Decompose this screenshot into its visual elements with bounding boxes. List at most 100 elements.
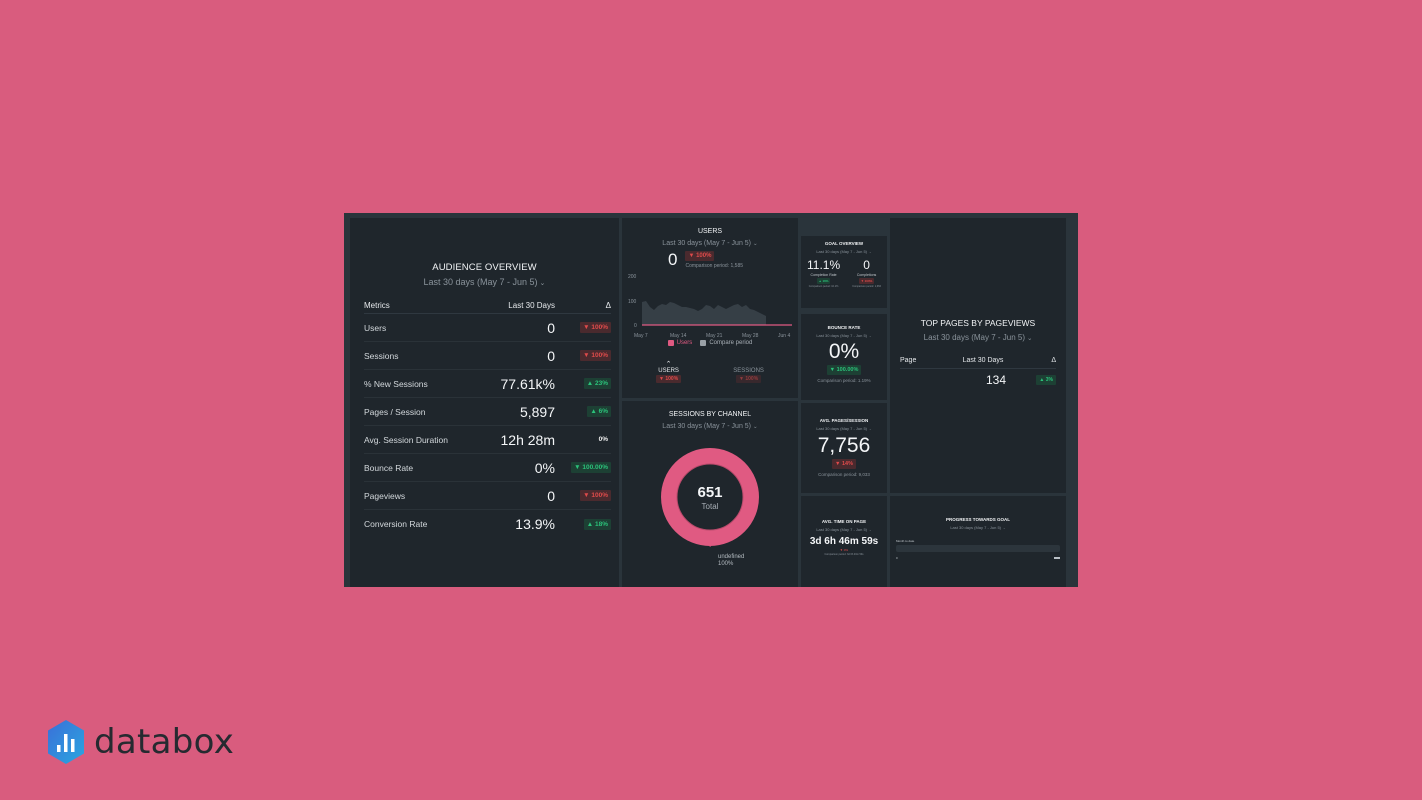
table-row: Pageviews 0 ▼ 100% <box>364 482 611 510</box>
dashboard: AUDIENCE OVERVIEW Last 30 days (May 7 - … <box>344 213 1078 587</box>
top-pages-table: Page Last 30 Days Δ 134 ▲ 3% <box>900 357 1056 391</box>
panel-title: BOUNCE RATE <box>827 325 861 330</box>
row-value: 0 <box>547 347 555 364</box>
users-kpi: 0 ▼ 100% Comparison period: 1,585 <box>668 250 798 270</box>
slice-name: undefined <box>718 554 745 560</box>
donut-center: 651 Total <box>660 447 760 547</box>
chevron-down-icon: ⌄ <box>869 334 872 338</box>
table-row: Sessions 0 ▼ 100% <box>364 342 611 370</box>
comparison-text: Comparison period: 3d 6h 46m 59s <box>824 553 864 556</box>
kpi-value: 0% <box>828 340 860 363</box>
header-metrics: Metrics <box>364 301 390 310</box>
chevron-down-icon: ⌄ <box>1027 335 1033 342</box>
legend-item-users[interactable]: Users <box>667 340 692 346</box>
comparison-text: Comparison period: 1.19% <box>817 378 871 383</box>
date-range-selector[interactable]: Last 30 days (May 7 - Jun 5) ⌄ <box>923 333 1033 342</box>
panel-title: AVG. TIME ON PAGE <box>821 519 867 524</box>
chevron-down-icon: ⌄ <box>753 424 758 430</box>
checkbox-icon[interactable] <box>700 340 707 346</box>
row-label: Pageviews <box>364 490 406 501</box>
progress-label: Month to date <box>896 539 915 543</box>
delta-badge: ▲ 23% <box>583 378 611 389</box>
chevron-down-icon: ⌄ <box>869 528 872 532</box>
date-range-selector[interactable]: Last 30 days (May 7 - Jun 5) ⌄ <box>816 426 872 431</box>
panel-title: GOAL OVERVIEW <box>824 241 864 246</box>
progress-bar <box>896 545 1060 552</box>
date-range-selector[interactable]: Last 30 days (May 7 - Jun 5) ⌄ <box>662 423 758 430</box>
row-label: Pages / Session <box>364 406 426 417</box>
delta-badge: ▼ 100.00% <box>826 365 862 375</box>
date-range-selector[interactable]: Last 30 days (May 7 - Jun 5) ⌄ <box>816 249 872 254</box>
legend-label: Compare period <box>709 340 753 346</box>
svg-text:May 14: May 14 <box>670 333 687 338</box>
row-value: 0 <box>547 487 555 504</box>
date-range-selector[interactable]: Last 30 days (May 7 - Jun 5) ⌄ <box>816 527 872 532</box>
row-value: 134 <box>985 373 1006 387</box>
progress-min: 0 <box>896 556 898 560</box>
progress-max-marker <box>1054 557 1060 559</box>
delta-badge: 0% <box>598 436 608 443</box>
delta-badge: ▼ 0% <box>839 548 849 552</box>
table-row: Conversion Rate 13.9% ▲ 18% <box>364 510 611 538</box>
header-delta: Δ <box>1051 357 1056 364</box>
comparison-text: Comparison period: 9,033 <box>818 472 870 477</box>
delta-badge: ▼ 100.00% <box>571 462 611 473</box>
progress-towards-goal-panel: PROGRESS TOWARDS GOAL Last 30 days (May … <box>890 496 1066 587</box>
row-value: 12h 28m <box>500 431 555 448</box>
users-panel: USERS Last 30 days (May 7 - Jun 5) ⌄ 0 ▼ … <box>622 218 798 398</box>
row-label: Conversion Rate <box>364 519 428 529</box>
svg-text:May 28: May 28 <box>742 333 759 338</box>
tab-sessions[interactable]: ⌃ SESSIONS ▼ 100% <box>733 362 764 383</box>
top-pages-panel: TOP PAGES BY PAGEVIEWS Last 30 days (May… <box>890 218 1066 493</box>
comparison-text: Comparison period: 1,666 <box>852 285 881 288</box>
row-value: 0% <box>534 459 555 476</box>
date-range-selector[interactable]: Last 30 days (May 7 - Jun 5) ⌄ <box>950 525 1006 530</box>
donut-chart[interactable] <box>660 447 760 547</box>
bounce-rate-panel: BOUNCE RATE Last 30 days (May 7 - Jun 5)… <box>801 314 887 400</box>
date-range-selector[interactable]: Last 30 days (May 7 - Jun 5) ⌄ <box>423 277 546 287</box>
row-label: Sessions <box>364 350 399 361</box>
delta-badge: ▲ 6% <box>587 406 611 417</box>
comparison-text: Comparison period: 1,585 <box>685 263 744 269</box>
header-last-30-days: Last 30 Days <box>962 357 1004 364</box>
delta-badge: ▲ 16% <box>816 278 831 284</box>
date-range-selector[interactable]: Last 30 days (May 7 - Jun 5) ⌄ <box>816 333 872 338</box>
chevron-down-icon: ⌄ <box>539 278 546 287</box>
legend-item-compare[interactable]: Compare period <box>700 340 752 346</box>
kpi-value: 7,756 <box>817 434 871 457</box>
panel-title: PROGRESS TOWARDS GOAL <box>946 517 1010 522</box>
row-label: Users <box>364 322 387 333</box>
kpi-value: 0 <box>863 258 870 272</box>
delta-badge: ▼ 100% <box>858 278 875 284</box>
delta-badge: ▼ 100% <box>580 350 611 361</box>
audience-overview-panel: AUDIENCE OVERVIEW Last 30 days (May 7 - … <box>350 218 619 587</box>
users-line-chart[interactable]: 200 100 0 May 7 May 14 May 21 May 28 Jun… <box>628 274 792 339</box>
date-range-selector[interactable]: Last 30 days (May 7 - Jun 5) ⌄ <box>662 240 758 247</box>
kpi-value: 3d 6h 46m 59s <box>809 536 879 547</box>
panel-title: AUDIENCE OVERVIEW <box>432 262 537 273</box>
comparison-text: Comparison period: 10.1% <box>808 285 839 288</box>
svg-text:May 7: May 7 <box>634 333 648 338</box>
metric-tabs: ⌃ USERS ▼ 100% ⌃ SESSIONS ▼ 100% <box>622 361 798 383</box>
kpi-value: 0 <box>668 250 678 269</box>
databox-logo: databox <box>46 719 234 765</box>
table-header: Metrics Last 30 Days Δ <box>364 301 611 314</box>
goal-overview-panel: GOAL OVERVIEW Last 30 days (May 7 - Jun … <box>801 236 887 308</box>
total-value: 651 <box>697 483 723 501</box>
svg-text:May 21: May 21 <box>706 333 723 338</box>
table-row: Bounce Rate 0% ▼ 100.00% <box>364 454 611 482</box>
kpi-label: Completions <box>856 273 877 277</box>
kpi-label: Completion Rate <box>810 273 837 277</box>
table-row: 134 ▲ 3% <box>900 369 1056 391</box>
panel-title: TOP PAGES BY PAGEVIEWS <box>920 318 1036 328</box>
table-row: Pages / Session 5,897 ▲ 6% <box>364 398 611 426</box>
tab-label: USERS <box>658 368 679 374</box>
row-label: Avg. Session Duration <box>364 434 448 445</box>
databox-logo-icon <box>48 720 84 764</box>
delta-badge: ▼ 100% <box>685 251 715 261</box>
tab-users[interactable]: ⌃ USERS ▼ 100% <box>656 361 682 383</box>
chevron-down-icon: ⌄ <box>869 250 872 254</box>
delta-badge: ▼ 100% <box>580 322 611 333</box>
delta-badge: ▼ 100% <box>656 375 682 383</box>
checkbox-icon[interactable] <box>667 340 674 346</box>
